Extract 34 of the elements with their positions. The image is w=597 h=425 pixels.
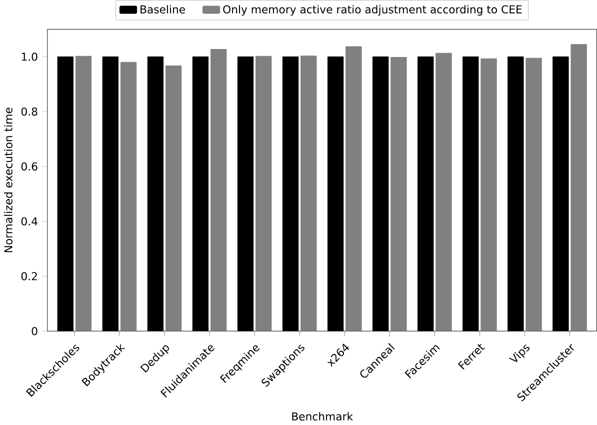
bar: [552, 56, 569, 332]
y-tick-label: 0.6: [21, 162, 38, 171]
bar: [462, 56, 479, 332]
bar: [390, 57, 407, 332]
bar: [237, 56, 254, 332]
bar: [526, 58, 542, 332]
y-tick-label: 0: [32, 327, 38, 336]
bar: [165, 66, 182, 332]
bar: [418, 56, 434, 332]
bar: [282, 56, 299, 332]
bar: [120, 62, 137, 332]
y-axis-title: Normalized execution time: [4, 108, 12, 252]
bar: [192, 56, 209, 332]
bar: [570, 44, 587, 332]
y-tick-label: 0.4: [21, 217, 38, 226]
bar: [346, 46, 362, 332]
x-axis-title: Benchmark: [292, 412, 354, 421]
y-tick-label: 0.2: [21, 272, 37, 281]
bar: [372, 56, 389, 332]
bar: [57, 56, 74, 332]
legend-label: Baseline: [140, 5, 185, 14]
legend-label: Only memory active ratio adjustment according to CEE: [223, 5, 522, 16]
bar: [256, 56, 272, 332]
bar: [102, 56, 119, 332]
bar: [147, 56, 164, 332]
y-tick-label: 1.0: [22, 52, 38, 62]
bar: [300, 56, 317, 332]
bar: [480, 58, 497, 332]
y-tick-label: 0.8: [21, 108, 38, 116]
bar: [75, 56, 92, 332]
bar: [508, 56, 524, 332]
bar: [327, 56, 344, 332]
bar: [210, 49, 227, 332]
bar: [436, 53, 452, 332]
